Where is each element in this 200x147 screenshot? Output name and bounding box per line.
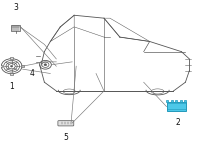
FancyBboxPatch shape bbox=[21, 65, 24, 67]
Text: 2: 2 bbox=[175, 118, 180, 127]
FancyBboxPatch shape bbox=[167, 102, 186, 111]
FancyBboxPatch shape bbox=[11, 25, 20, 31]
FancyBboxPatch shape bbox=[0, 65, 2, 67]
FancyBboxPatch shape bbox=[166, 100, 168, 102]
FancyBboxPatch shape bbox=[171, 100, 173, 102]
Circle shape bbox=[44, 64, 47, 66]
FancyBboxPatch shape bbox=[10, 73, 13, 75]
Text: 4: 4 bbox=[30, 69, 34, 78]
FancyBboxPatch shape bbox=[184, 100, 186, 102]
Text: 1: 1 bbox=[9, 82, 14, 91]
FancyBboxPatch shape bbox=[180, 100, 182, 102]
FancyBboxPatch shape bbox=[175, 100, 177, 102]
FancyBboxPatch shape bbox=[10, 57, 13, 59]
FancyBboxPatch shape bbox=[58, 121, 74, 126]
Circle shape bbox=[10, 65, 13, 67]
Text: 5: 5 bbox=[64, 133, 69, 142]
Text: 3: 3 bbox=[13, 3, 18, 12]
